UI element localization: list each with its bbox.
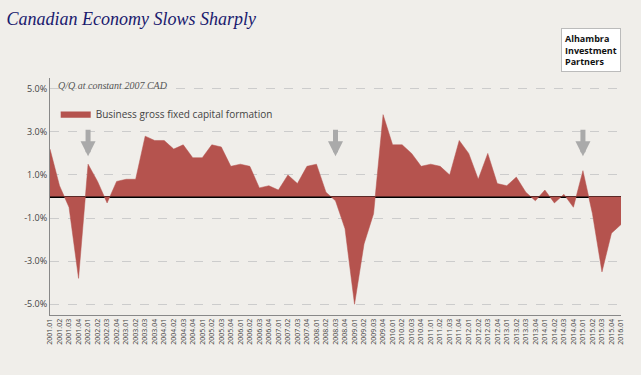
svg-text:-5.0%: -5.0%	[24, 297, 47, 310]
svg-text:2007.04: 2007.04	[302, 319, 311, 345]
svg-text:2002.03: 2002.03	[102, 319, 111, 345]
svg-text:2015.02: 2015.02	[588, 319, 597, 345]
svg-text:2014.02: 2014.02	[550, 319, 559, 345]
svg-text:2015.03: 2015.03	[597, 319, 606, 345]
svg-text:2005.03: 2005.03	[217, 319, 226, 345]
svg-text:2012.03: 2012.03	[483, 319, 492, 345]
svg-text:2009.02: 2009.02	[359, 319, 368, 345]
svg-text:2015.04: 2015.04	[607, 319, 616, 345]
svg-text:2004.02: 2004.02	[169, 319, 178, 345]
svg-text:2012.04: 2012.04	[493, 319, 502, 345]
svg-text:3.0%: 3.0%	[27, 125, 47, 138]
svg-text:2008.02: 2008.02	[321, 319, 330, 345]
svg-text:2012.01: 2012.01	[464, 319, 473, 345]
svg-text:2009.03: 2009.03	[369, 319, 378, 345]
svg-text:2014.04: 2014.04	[569, 319, 578, 345]
svg-text:2013.04: 2013.04	[531, 319, 540, 345]
svg-text:2003.02: 2003.02	[131, 319, 140, 345]
svg-text:2006.01: 2006.01	[236, 319, 245, 345]
svg-text:2003.04: 2003.04	[150, 319, 159, 345]
svg-text:2004.01: 2004.01	[159, 319, 168, 345]
svg-text:2011.02: 2011.02	[435, 319, 444, 345]
svg-text:2010.01: 2010.01	[388, 319, 397, 345]
svg-text:1.0%: 1.0%	[27, 168, 47, 181]
svg-text:Q/Q at constant 2007 CAD: Q/Q at constant 2007 CAD	[58, 80, 168, 91]
svg-text:2014.01: 2014.01	[540, 319, 549, 345]
svg-text:2012.02: 2012.02	[474, 319, 483, 345]
svg-text:2003.03: 2003.03	[140, 319, 149, 345]
svg-text:5.0%: 5.0%	[27, 82, 47, 95]
svg-text:2013.01: 2013.01	[502, 319, 511, 345]
svg-text:2015.01: 2015.01	[578, 319, 587, 345]
svg-text:2004.03: 2004.03	[179, 319, 188, 345]
svg-text:2001.01: 2001.01	[45, 319, 54, 345]
svg-text:2002.04: 2002.04	[112, 319, 121, 345]
svg-text:-3.0%: -3.0%	[24, 254, 47, 267]
svg-text:2008.01: 2008.01	[312, 319, 321, 345]
svg-text:2008.04: 2008.04	[340, 319, 349, 345]
svg-text:2006.04: 2006.04	[264, 319, 273, 345]
svg-text:2009.01: 2009.01	[350, 319, 359, 345]
svg-text:2007.03: 2007.03	[293, 319, 302, 345]
svg-text:2007.01: 2007.01	[274, 319, 283, 345]
svg-text:2013.02: 2013.02	[512, 319, 521, 345]
svg-text:2006.03: 2006.03	[255, 319, 264, 345]
svg-text:2001.02: 2001.02	[55, 319, 64, 345]
svg-text:2010.04: 2010.04	[416, 319, 425, 345]
svg-text:2006.02: 2006.02	[245, 319, 254, 345]
svg-text:2013.03: 2013.03	[521, 319, 530, 345]
svg-text:2016.01: 2016.01	[616, 319, 625, 345]
svg-text:2007.02: 2007.02	[283, 319, 292, 345]
svg-text:2008.03: 2008.03	[331, 319, 340, 345]
svg-text:2011.04: 2011.04	[454, 319, 463, 345]
svg-text:2005.04: 2005.04	[226, 319, 235, 345]
svg-text:2009.04: 2009.04	[378, 319, 387, 345]
svg-text:2002.02: 2002.02	[93, 319, 102, 345]
svg-text:2003.01: 2003.01	[121, 319, 130, 345]
svg-text:2011.01: 2011.01	[426, 319, 435, 345]
svg-text:Canadian Economy Slows Sharply: Canadian Economy Slows Sharply	[6, 9, 256, 29]
svg-text:Business gross fixed capital f: Business gross fixed capital formation	[96, 107, 273, 121]
svg-text:2005.02: 2005.02	[207, 319, 216, 345]
svg-text:-1.0%: -1.0%	[24, 211, 47, 224]
svg-text:2010.03: 2010.03	[407, 319, 416, 345]
svg-text:2002.01: 2002.01	[83, 319, 92, 345]
svg-text:2001.04: 2001.04	[74, 319, 83, 345]
svg-text:2001.03: 2001.03	[64, 319, 73, 345]
svg-text:2011.03: 2011.03	[445, 319, 454, 345]
svg-text:2010.02: 2010.02	[397, 319, 406, 345]
svg-text:2005.01: 2005.01	[198, 319, 207, 345]
svg-text:2004.04: 2004.04	[188, 319, 197, 345]
svg-text:AlhambraInvestmentPartners: AlhambraInvestmentPartners	[565, 32, 617, 68]
svg-text:2014.03: 2014.03	[559, 319, 568, 345]
